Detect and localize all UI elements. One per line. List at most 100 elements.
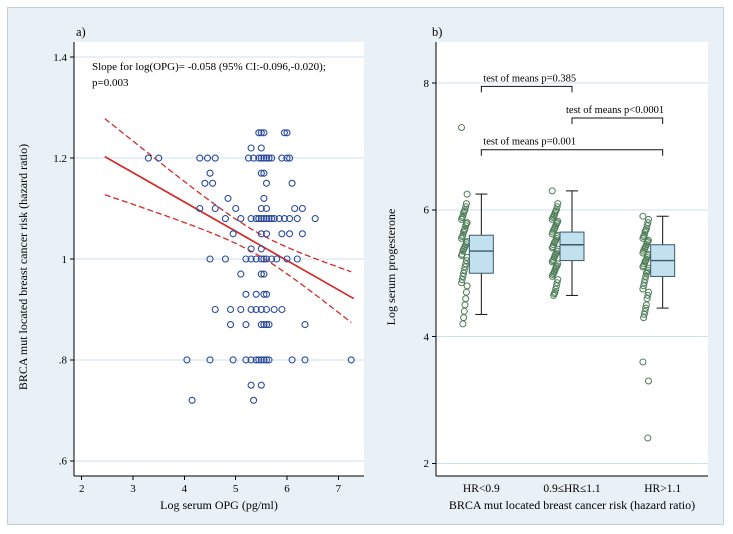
scatter-point — [278, 154, 286, 162]
scatter-point — [262, 215, 271, 223]
strip-point — [554, 200, 562, 208]
scatter-point — [262, 356, 271, 364]
scatter-point — [255, 356, 263, 364]
regression-line — [104, 155, 355, 300]
strip-point — [458, 124, 465, 131]
y-tick-label: 2 — [424, 458, 430, 470]
scatter-point — [278, 305, 286, 314]
scatter-point — [257, 255, 265, 263]
y-tick-label: 1.2 — [53, 153, 67, 165]
scatter-point — [257, 245, 265, 253]
bracket-line — [571, 117, 664, 125]
strip-point — [460, 269, 468, 277]
scatter-point — [250, 396, 258, 404]
strip-point — [458, 215, 465, 223]
scatter-point — [270, 305, 278, 314]
scatter-point — [221, 255, 229, 263]
scatter-point — [286, 215, 294, 223]
scatter-point — [280, 215, 288, 223]
scatter-point — [260, 356, 268, 364]
panel-a-layer: .6 .8 1 1.2 1.4 2 3 4 5 6 7 — [53, 42, 364, 495]
strip-point — [645, 288, 652, 296]
scatter-point — [255, 215, 263, 223]
ci-lower-line — [104, 194, 352, 324]
x-tick-label: 6 — [284, 483, 290, 495]
scatter-point — [257, 154, 265, 162]
strip-point — [639, 358, 647, 366]
strip-point — [459, 247, 467, 255]
axes: 2 4 6 8 — [424, 42, 708, 477]
boxplot-group — [458, 124, 494, 328]
scatter-point — [237, 215, 245, 223]
strip-point — [463, 190, 471, 198]
scatter-point — [252, 290, 260, 298]
scatter-point — [252, 356, 260, 364]
strip-point — [552, 282, 560, 290]
scatter-point — [257, 305, 265, 314]
strip-point — [642, 272, 650, 280]
scatter-point — [257, 230, 265, 238]
scatter-point — [255, 154, 263, 162]
panel-a-x-axis-title: Log serum OPG (pg/ml) — [160, 498, 278, 512]
scatter-point — [196, 154, 204, 162]
scatter-point — [301, 356, 309, 364]
significance-bracket: test of means p=0.001 — [480, 137, 664, 156]
scatter-point — [268, 215, 276, 223]
strip-point — [639, 212, 647, 220]
strip-point — [458, 276, 466, 284]
scatter-point — [260, 194, 268, 202]
strip-point — [458, 234, 465, 242]
y-tick-label: .6 — [59, 456, 68, 468]
scatter-point — [247, 215, 255, 223]
scatter-point — [262, 204, 271, 213]
scatter-point — [237, 270, 245, 278]
scatter-point — [257, 204, 265, 213]
strip-point — [460, 228, 468, 236]
scatter-point — [257, 215, 265, 223]
box — [468, 234, 494, 274]
scatter-point — [155, 154, 163, 162]
scatter-point — [260, 129, 268, 137]
strip-point — [548, 272, 556, 280]
scatter-point — [242, 290, 250, 298]
scatter-point — [247, 381, 255, 389]
scatter-point — [247, 305, 255, 314]
strip-point — [644, 434, 652, 442]
scatter-points — [144, 129, 355, 404]
strip-point — [642, 269, 650, 277]
scatter-point — [286, 230, 294, 238]
bracket-line — [480, 149, 664, 156]
y-tick-label: 1.4 — [53, 52, 67, 64]
scatter-point — [262, 230, 271, 238]
panel-b-layer: 2 4 6 8 HR<0.9 0.9≤HR≤1.1 HR>1.1 test of means … — [424, 42, 708, 495]
slope-annotation-line2: p=0.003 — [92, 77, 129, 89]
scatter-point — [260, 321, 268, 329]
strip-point — [642, 301, 650, 309]
ci-upper-line — [104, 118, 352, 273]
boxplot-group — [639, 212, 676, 442]
scatter-point — [257, 270, 265, 278]
strip-point — [462, 203, 470, 211]
strip-point — [462, 260, 470, 268]
strip-point — [640, 314, 648, 322]
scatter-point — [211, 204, 219, 213]
y-tick-label: 4 — [424, 331, 430, 343]
scatter-point — [262, 321, 271, 329]
scatter-point — [257, 381, 265, 389]
strip-point — [554, 276, 562, 284]
scatter-point — [255, 129, 263, 137]
scatter-point — [201, 179, 209, 187]
scatter-point — [252, 215, 260, 223]
y-tick-label: 1 — [62, 254, 68, 266]
scatter-point — [244, 154, 253, 162]
scatter-point — [286, 154, 294, 162]
scatter-point — [247, 245, 255, 253]
strip-point — [644, 219, 652, 227]
strip-point — [641, 307, 649, 315]
scatter-point — [311, 215, 319, 223]
scatter-point — [283, 255, 291, 263]
scatter-point — [229, 230, 237, 238]
scatter-point — [288, 179, 296, 187]
x-tick-label: 7 — [336, 483, 342, 495]
